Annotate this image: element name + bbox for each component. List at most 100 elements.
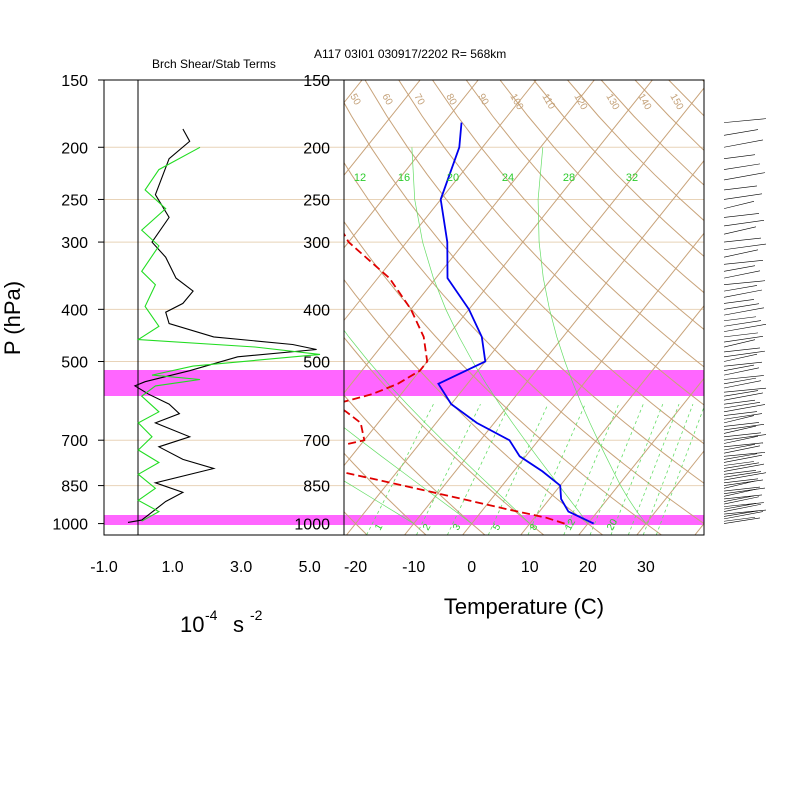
wind-barb [723,270,761,279]
wind-barb [723,425,757,434]
wind-barb [723,265,756,272]
wind-barb [723,470,757,475]
mixing-ratio-label: 12 [354,172,366,184]
wind-barb [723,444,756,451]
wind-barb [723,517,761,524]
dry-adiabat-label: 80 [443,92,458,108]
temperature-line [437,122,595,525]
wind-barb [723,193,763,200]
wind-barb [723,353,758,362]
dry-adiabat-line [344,278,604,535]
lower-mixing-label: 5 [491,522,504,533]
wind-barb [723,387,767,393]
wind-barb [723,280,766,286]
lower-mixing-label: 2 [421,522,434,533]
temperature-x-tick-label: 30 [637,559,655,576]
wind-barb [723,402,761,409]
y-axis-label: P (hPa) [0,281,25,355]
dry-adiabat-line [533,80,704,258]
wind-barb [723,442,764,448]
isotherm-line [344,80,537,322]
wind-barb [723,434,767,441]
moist-adiabat-line [344,329,531,524]
wind-barb [723,452,766,457]
wind-barb [723,472,767,481]
mixing-ratio-label: 20 [447,172,459,184]
wind-barb [723,364,755,371]
wind-barb [723,478,759,484]
wind-barb [723,454,763,463]
wind-barb [723,461,755,466]
dry-adiabat-label: 120 [571,92,589,112]
dry-adiabat-line [770,80,800,535]
dry-adiabat-line [344,336,545,535]
pressure-tick-label: 850 [61,479,88,496]
left-x-label-unit-exp: -2 [250,607,263,623]
wind-barb [723,496,760,505]
stability-term-line [136,146,321,522]
isotherm-line [346,87,704,535]
mixing-ratio-label: 32 [626,172,638,184]
wind-barb [723,323,767,332]
moist-adiabat-line [344,427,472,524]
isotherm-line [344,80,479,249]
dry-adiabat-line [432,80,704,368]
wind-barb [723,361,763,367]
wind-barb [723,495,755,502]
pressure-tick-label: 700 [61,433,88,450]
wind-barb [723,289,763,298]
left-x-tick-label: -1.0 [90,559,118,576]
dry-adiabat-line [567,80,704,222]
wind-barb [723,249,759,258]
wind-barb [723,510,759,517]
dry-adiabat-label: 110 [539,92,557,112]
pressure-tick-label: 500 [303,355,330,372]
wind-barb [723,367,760,376]
wind-barb [723,339,756,348]
wind-barb [723,213,760,218]
moist-adiabat-line [344,480,414,524]
wind-barb [723,380,762,389]
isotherm-line [694,522,704,535]
wind-barb [723,347,761,353]
wind-barb [723,415,755,424]
wind-barb [723,413,763,420]
wind-barb [723,237,762,243]
wind-barb [723,392,764,401]
isotherm-line [578,377,704,535]
temperature-x-tick-label: -10 [402,559,425,576]
wind-barb [723,411,758,416]
wind-barb [723,303,760,310]
wind-barb [723,243,767,251]
wind-barb [723,404,766,413]
isotherm-line [636,450,704,535]
wind-barb [723,320,762,327]
wind-barbs [723,118,767,524]
dry-adiabat-line [499,80,704,294]
wind-barb [723,260,764,265]
wind-barb [723,200,755,209]
lower-mixing-labels: 1 2 3 5 8 12 20 [373,517,620,533]
left-x-label-base: 10 [180,612,204,637]
dry-adiabat-line [634,80,704,152]
mixing-ratio-line [366,403,434,535]
wind-barb [723,516,756,522]
dry-adiabat-line [344,220,662,535]
wind-barb [723,423,765,431]
wind-barb [723,399,756,405]
wind-barb [723,471,762,478]
dry-adiabat-line [600,80,704,186]
isotherm-line [344,80,421,177]
dry-adiabat-line [344,394,486,535]
wind-barb [723,377,757,385]
right-panel [343,79,705,536]
wind-barb [723,509,767,515]
pressure-tick-label: 150 [61,73,88,90]
lower-mixing-label: 8 [528,522,541,533]
temperature-x-axis-label: Temperature (C) [444,594,604,619]
moist-adiabat-line [411,147,589,524]
pressure-tick-label: 850 [303,479,330,496]
dry-adiabat-line [344,101,704,484]
